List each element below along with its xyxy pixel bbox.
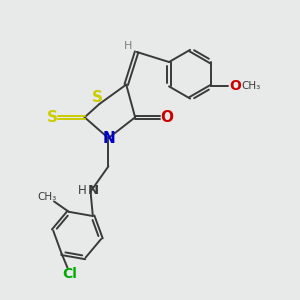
Text: N: N [88,184,99,196]
Text: S: S [47,110,58,125]
Text: CH₃: CH₃ [38,192,57,202]
Text: H: H [78,184,87,196]
Text: Cl: Cl [62,267,77,280]
Text: H: H [124,41,133,51]
Text: CH₃: CH₃ [242,81,261,92]
Text: N: N [103,131,116,146]
Text: S: S [92,90,103,105]
Text: O: O [229,80,241,93]
Text: O: O [160,110,173,125]
